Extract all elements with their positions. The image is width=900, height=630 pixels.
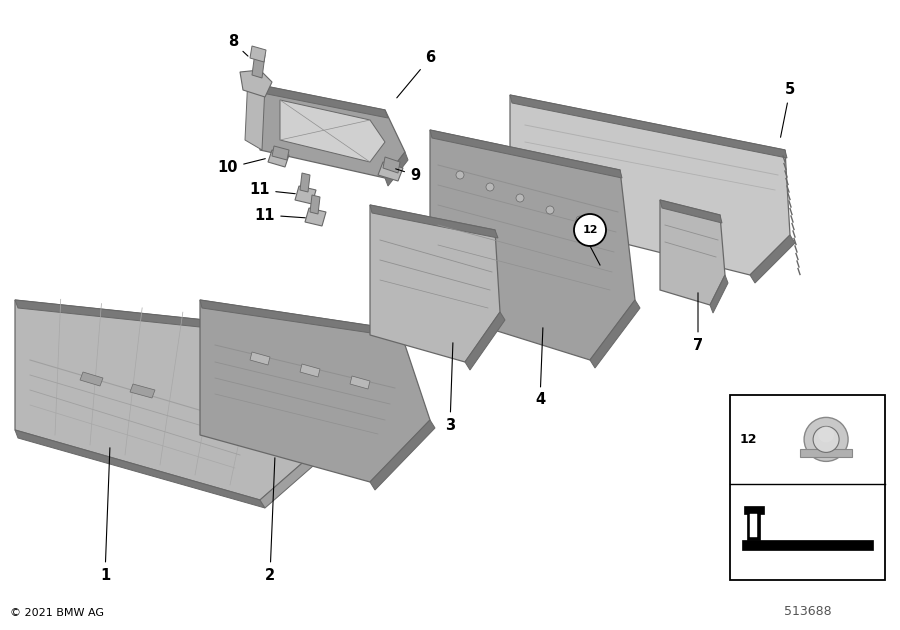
Circle shape <box>456 171 464 179</box>
Polygon shape <box>300 364 320 377</box>
Polygon shape <box>295 186 316 204</box>
Polygon shape <box>250 352 270 365</box>
Text: 3: 3 <box>445 343 455 433</box>
Circle shape <box>576 216 584 224</box>
Polygon shape <box>590 300 640 368</box>
Polygon shape <box>383 157 400 173</box>
Polygon shape <box>245 75 265 150</box>
Polygon shape <box>385 152 408 186</box>
Polygon shape <box>252 52 265 78</box>
Polygon shape <box>800 449 852 457</box>
Text: 10: 10 <box>218 159 266 176</box>
Polygon shape <box>305 208 326 226</box>
Polygon shape <box>15 430 265 508</box>
Circle shape <box>804 418 848 461</box>
Polygon shape <box>300 173 310 192</box>
Polygon shape <box>260 85 388 118</box>
Polygon shape <box>510 95 787 158</box>
Polygon shape <box>742 540 873 550</box>
Polygon shape <box>370 205 498 238</box>
Text: 1: 1 <box>100 448 110 583</box>
Circle shape <box>546 206 554 214</box>
Polygon shape <box>280 100 385 162</box>
Text: 5: 5 <box>780 83 795 137</box>
Polygon shape <box>80 372 103 386</box>
Text: 11: 11 <box>255 207 305 222</box>
Polygon shape <box>260 430 345 508</box>
Text: 11: 11 <box>250 183 295 197</box>
Text: 9: 9 <box>396 168 420 183</box>
Text: 8: 8 <box>228 35 248 56</box>
Circle shape <box>574 214 606 246</box>
Polygon shape <box>750 235 795 283</box>
Polygon shape <box>15 300 305 338</box>
Polygon shape <box>250 46 266 62</box>
Circle shape <box>818 427 834 442</box>
Text: 4: 4 <box>535 328 545 408</box>
Polygon shape <box>130 384 155 398</box>
Polygon shape <box>268 150 289 167</box>
Polygon shape <box>272 146 289 160</box>
Polygon shape <box>660 200 725 305</box>
Text: 7: 7 <box>693 293 703 353</box>
Polygon shape <box>260 85 405 178</box>
Text: 513688: 513688 <box>784 605 832 618</box>
Polygon shape <box>710 275 728 313</box>
Polygon shape <box>744 506 764 514</box>
Polygon shape <box>370 205 500 362</box>
Polygon shape <box>465 312 505 370</box>
Polygon shape <box>747 510 760 540</box>
Polygon shape <box>430 130 622 178</box>
Text: © 2021 BMW AG: © 2021 BMW AG <box>10 608 104 618</box>
Polygon shape <box>660 200 722 223</box>
Text: 12: 12 <box>740 433 758 446</box>
Polygon shape <box>350 376 370 389</box>
Circle shape <box>486 183 494 191</box>
Text: 2: 2 <box>265 458 275 583</box>
Text: 12: 12 <box>582 225 598 235</box>
Polygon shape <box>200 300 405 338</box>
Circle shape <box>813 427 839 452</box>
Polygon shape <box>15 300 340 500</box>
Circle shape <box>516 194 524 202</box>
Bar <box>730 395 885 580</box>
Polygon shape <box>240 70 272 97</box>
Polygon shape <box>510 95 790 275</box>
Text: 6: 6 <box>397 50 435 98</box>
Polygon shape <box>750 514 757 537</box>
Polygon shape <box>430 130 635 360</box>
Polygon shape <box>378 162 403 181</box>
Polygon shape <box>310 195 320 214</box>
Polygon shape <box>200 300 430 482</box>
Polygon shape <box>370 420 435 490</box>
